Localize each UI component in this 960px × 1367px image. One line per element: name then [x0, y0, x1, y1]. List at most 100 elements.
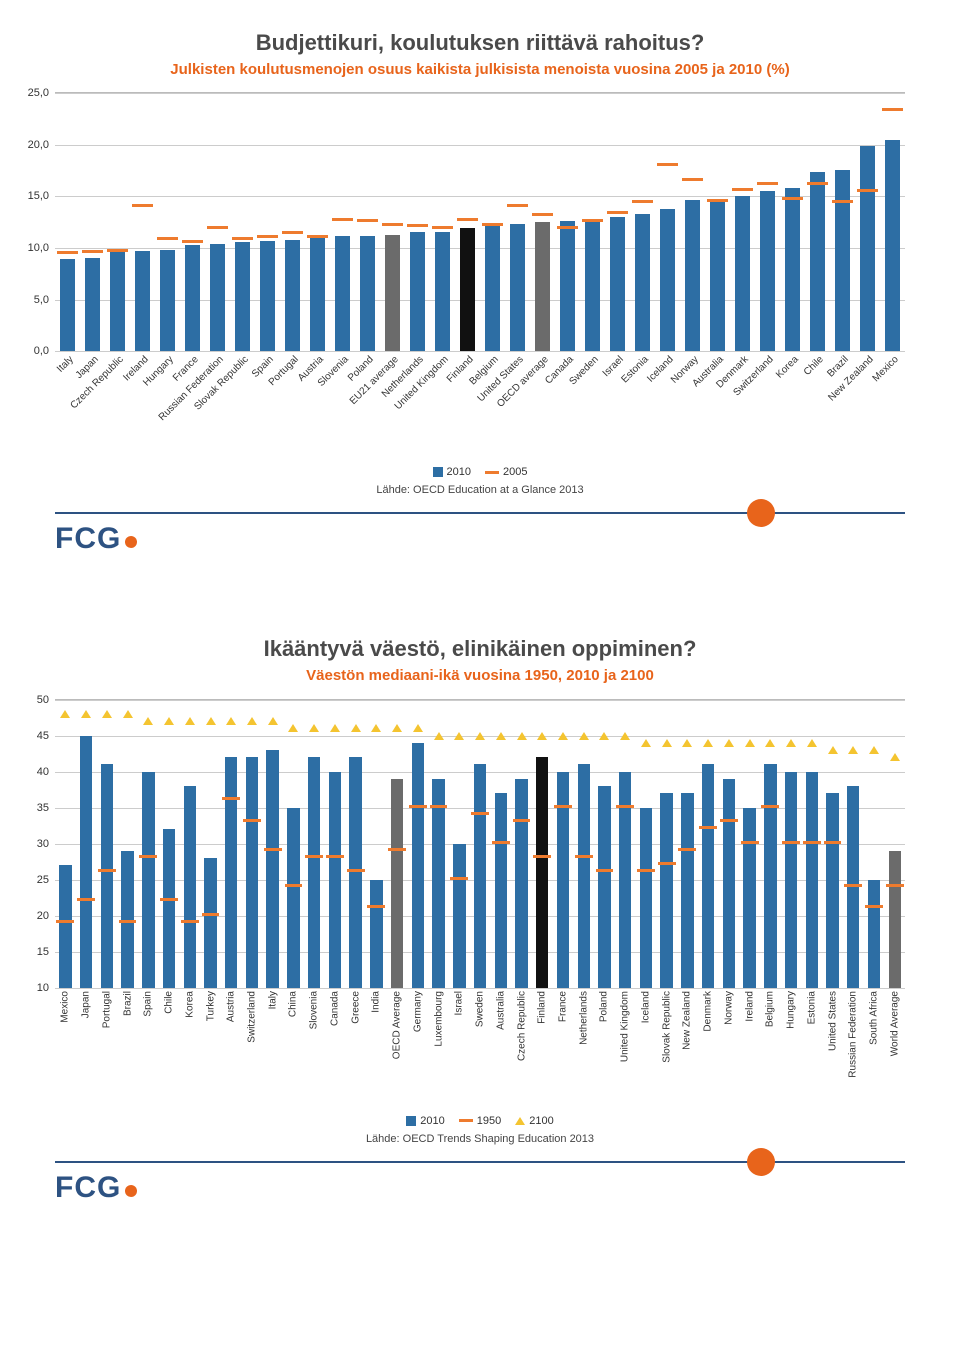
bar-col: [553, 700, 574, 988]
dash-marker: [257, 235, 279, 238]
bar: [60, 259, 75, 351]
chart1-subtitle: Julkisten koulutusmenojen osuus kaikista…: [120, 60, 840, 80]
bar-col: [822, 700, 843, 988]
bar-col: [105, 93, 130, 351]
xlabel-col: United Kingdom: [615, 991, 636, 1099]
xlabel-col: Hungary: [781, 991, 802, 1099]
dash-marker: [782, 197, 804, 200]
bar-col: [130, 93, 155, 351]
logo-dot-1: [125, 536, 137, 548]
y-tick-label: 25,0: [5, 87, 49, 99]
dash-marker: [720, 819, 738, 822]
dash-marker: [741, 841, 759, 844]
bar: [204, 858, 216, 988]
bar: [764, 764, 776, 987]
bar-col: [405, 93, 430, 351]
y-tick-label: 10,0: [5, 242, 49, 254]
triangle-marker: [143, 717, 153, 725]
bar: [412, 743, 424, 988]
bar-col: [455, 93, 480, 351]
triangle-marker: [330, 724, 340, 732]
bar: [210, 244, 225, 351]
bar-col: [325, 700, 346, 988]
triangle-marker: [454, 732, 464, 740]
x-label: New Zealand: [682, 991, 693, 1050]
x-label: United Kingdom: [620, 991, 631, 1062]
bar: [163, 829, 175, 987]
xlabel-col: Israel: [449, 991, 470, 1099]
dash-marker: [533, 855, 551, 858]
bar-col: [280, 93, 305, 351]
dash-marker: [699, 826, 717, 829]
xlabel-col: Estonia: [801, 991, 822, 1099]
xlabel-col: Norway: [680, 354, 705, 450]
dash-marker: [332, 218, 354, 221]
chart2-legend: 201019502100: [55, 1115, 905, 1127]
bar-col: [55, 700, 76, 988]
bar-col: [698, 700, 719, 988]
bar: [702, 764, 714, 987]
bar-col: [387, 700, 408, 988]
x-label: Luxembourg: [433, 991, 444, 1047]
slide-1: Budjettikuri, koulutuksen riittävä rahoi…: [0, 0, 960, 576]
bar-col: [345, 700, 366, 988]
xlabel-col: Netherlands: [573, 991, 594, 1099]
triangle-marker: [268, 717, 278, 725]
dash-marker: [824, 841, 842, 844]
bar: [889, 851, 901, 988]
bar-col: [470, 700, 491, 988]
xlabel-col: Chile: [159, 991, 180, 1099]
dash-marker: [182, 240, 204, 243]
dash-marker: [732, 188, 754, 191]
bar-col: [330, 93, 355, 351]
logo-text: FCG: [55, 522, 121, 555]
dash-marker: [388, 848, 406, 851]
x-label: Russian Federation: [848, 991, 859, 1078]
xlabel-col: Greece: [345, 991, 366, 1099]
x-label: China: [288, 991, 299, 1017]
bar-col: [283, 700, 304, 988]
dash-marker: [222, 797, 240, 800]
bar-col: [205, 93, 230, 351]
xlabel-col: Russian Federation: [843, 991, 864, 1099]
dash-marker: [409, 805, 427, 808]
x-label: Belgium: [765, 991, 776, 1027]
triangle-marker: [890, 753, 900, 761]
bar: [560, 221, 575, 351]
bar-col: [805, 93, 830, 351]
bar-col: [705, 93, 730, 351]
bar: [723, 779, 735, 988]
xlabel-col: China: [283, 991, 304, 1099]
bar-col: [532, 700, 553, 988]
bar: [235, 242, 250, 351]
dash-marker: [282, 231, 304, 234]
bar: [370, 880, 382, 988]
bar: [868, 880, 880, 988]
bar: [80, 736, 92, 988]
xlabel-col: Australia: [705, 354, 730, 450]
bar-col: [755, 93, 780, 351]
bar-col: [656, 700, 677, 988]
bar: [826, 793, 838, 987]
bar-col: [221, 700, 242, 988]
x-label: Italy: [55, 354, 76, 375]
bar: [391, 779, 403, 988]
dash-marker: [430, 805, 448, 808]
bar-col: [655, 93, 680, 351]
y-tick-label: 10: [5, 982, 49, 994]
triangle-marker: [351, 724, 361, 732]
legend-swatch-dash: [459, 1119, 473, 1122]
logo-dot-2: [125, 1185, 137, 1197]
triangle-marker: [828, 746, 838, 754]
dash-marker: [707, 199, 729, 202]
xlabel-col: Chile: [805, 354, 830, 450]
footer-rule-2: [55, 1161, 905, 1163]
xlabel-col: Denmark: [730, 354, 755, 450]
bar: [510, 224, 525, 351]
xlabel-col: Finland: [532, 991, 553, 1099]
bar-col: [480, 93, 505, 351]
xlabel-col: Slovenia: [304, 991, 325, 1099]
bar: [885, 140, 900, 352]
dash-marker: [857, 189, 879, 192]
bar-col: [781, 700, 802, 988]
